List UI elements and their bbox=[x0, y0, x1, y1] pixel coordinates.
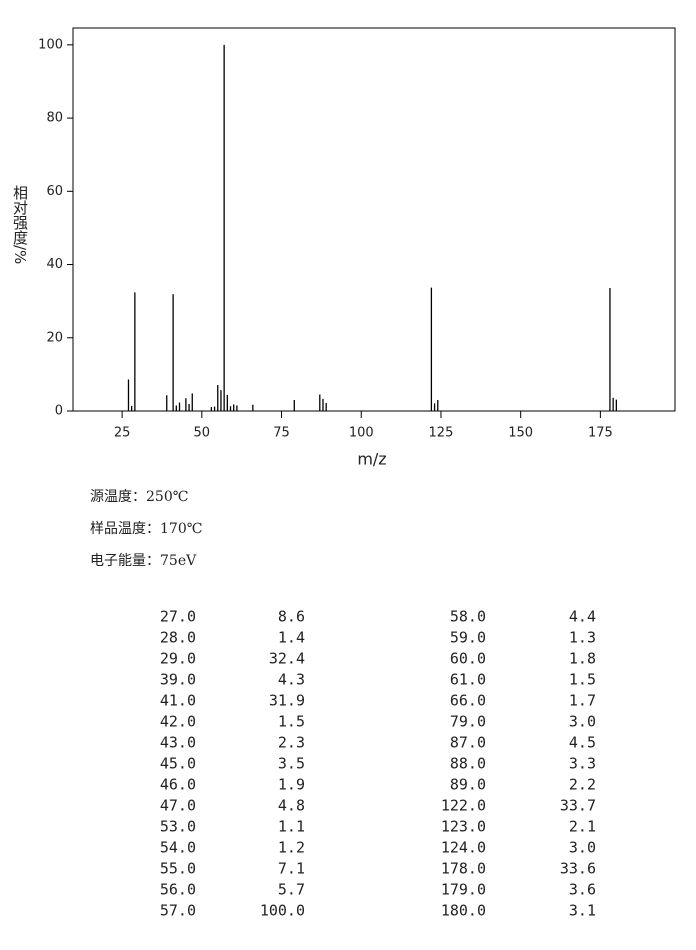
table-cell: 2.1 bbox=[569, 818, 596, 836]
table-cell: 4.4 bbox=[569, 608, 596, 626]
table-cell: 29.0 bbox=[160, 650, 196, 668]
table-cell: 1.1 bbox=[278, 818, 305, 836]
table-cell: 33.6 bbox=[560, 860, 596, 878]
plot-frame bbox=[72, 27, 676, 412]
table-cell: 45.0 bbox=[160, 755, 196, 773]
table-cell: 61.0 bbox=[450, 671, 486, 689]
y-tick-label: 40 bbox=[46, 257, 63, 272]
table-cell: 124.0 bbox=[441, 839, 486, 857]
y-tick-label: 100 bbox=[38, 37, 63, 52]
table-cell: 88.0 bbox=[450, 755, 486, 773]
table-cell: 1.2 bbox=[278, 839, 305, 857]
info-line: 电子能量：75eV bbox=[90, 553, 197, 569]
y-axis-label: 相对强度/% bbox=[11, 185, 29, 264]
table-cell: 47.0 bbox=[160, 797, 196, 815]
table-cell: 4.8 bbox=[278, 797, 305, 815]
table-cell: 3.3 bbox=[569, 755, 596, 773]
table-cell: 123.0 bbox=[441, 818, 486, 836]
x-tick-label: 50 bbox=[194, 426, 211, 441]
table-cell: 3.1 bbox=[569, 902, 596, 920]
table-cell: 59.0 bbox=[450, 629, 486, 647]
table-cell: 2.3 bbox=[278, 734, 305, 752]
table-cell: 28.0 bbox=[160, 629, 196, 647]
table-cell: 178.0 bbox=[441, 860, 486, 878]
table-cell: 2.2 bbox=[569, 776, 596, 794]
table-cell: 57.0 bbox=[160, 902, 196, 920]
table-cell: 42.0 bbox=[160, 713, 196, 731]
table-cell: 3.0 bbox=[569, 839, 596, 857]
x-tick-label: 125 bbox=[429, 426, 454, 441]
table-cell: 33.7 bbox=[560, 797, 596, 815]
table-cell: 55.0 bbox=[160, 860, 196, 878]
table-cell: 89.0 bbox=[450, 776, 486, 794]
table-cell: 87.0 bbox=[450, 734, 486, 752]
table-cell: 60.0 bbox=[450, 650, 486, 668]
x-tick-label: 175 bbox=[588, 426, 613, 441]
table-cell: 79.0 bbox=[450, 713, 486, 731]
table-cell: 46.0 bbox=[160, 776, 196, 794]
table-cell: 179.0 bbox=[441, 881, 486, 899]
table-cell: 3.5 bbox=[278, 755, 305, 773]
y-tick-label: 60 bbox=[46, 184, 63, 199]
table-cell: 39.0 bbox=[160, 671, 196, 689]
table-cell: 100.0 bbox=[260, 902, 305, 920]
y-tick-label: 0 bbox=[55, 404, 63, 419]
x-tick-label: 25 bbox=[114, 426, 131, 441]
info-line: 样品温度：170℃ bbox=[90, 521, 202, 537]
table-cell: 1.9 bbox=[278, 776, 305, 794]
y-tick-label: 20 bbox=[46, 330, 63, 345]
table-cell: 27.0 bbox=[160, 608, 196, 626]
table-cell: 8.6 bbox=[278, 608, 305, 626]
table-cell: 1.3 bbox=[569, 629, 596, 647]
table-cell: 43.0 bbox=[160, 734, 196, 752]
info-line: 源温度：250℃ bbox=[90, 489, 188, 505]
table-cell: 56.0 bbox=[160, 881, 196, 899]
table-cell: 4.5 bbox=[569, 734, 596, 752]
table-cell: 3.0 bbox=[569, 713, 596, 731]
table-cell: 180.0 bbox=[441, 902, 486, 920]
x-tick-label: 100 bbox=[349, 426, 374, 441]
x-axis-label: m/z bbox=[357, 450, 386, 469]
table-cell: 1.7 bbox=[569, 692, 596, 710]
table-cell: 53.0 bbox=[160, 818, 196, 836]
table-cell: 1.5 bbox=[278, 713, 305, 731]
y-tick-label: 80 bbox=[46, 111, 63, 126]
table-cell: 1.8 bbox=[569, 650, 596, 668]
table-cell: 5.7 bbox=[278, 881, 305, 899]
table-cell: 122.0 bbox=[441, 797, 486, 815]
x-tick-label: 75 bbox=[273, 426, 290, 441]
table-cell: 1.5 bbox=[569, 671, 596, 689]
table-cell: 41.0 bbox=[160, 692, 196, 710]
table-cell: 31.9 bbox=[269, 692, 305, 710]
table-cell: 54.0 bbox=[160, 839, 196, 857]
table-cell: 4.3 bbox=[278, 671, 305, 689]
table-cell: 58.0 bbox=[450, 608, 486, 626]
x-tick-label: 150 bbox=[508, 426, 533, 441]
table-cell: 1.4 bbox=[278, 629, 305, 647]
table-cell: 66.0 bbox=[450, 692, 486, 710]
table-cell: 32.4 bbox=[269, 650, 305, 668]
table-cell: 3.6 bbox=[569, 881, 596, 899]
table-cell: 7.1 bbox=[278, 860, 305, 878]
